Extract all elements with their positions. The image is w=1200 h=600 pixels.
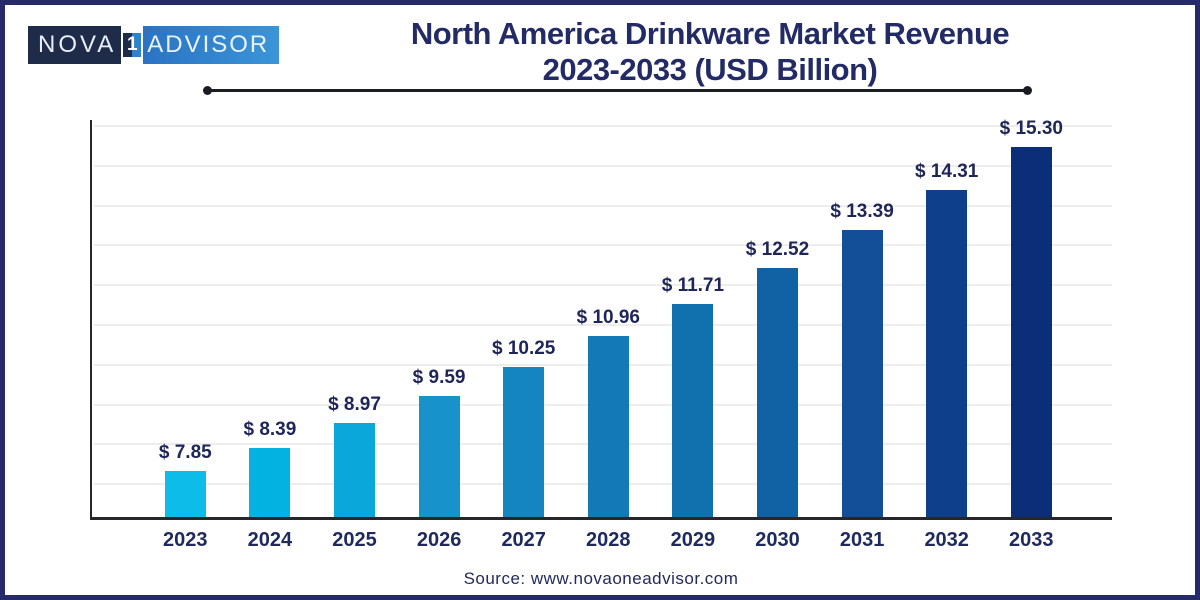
bar-value-label-2024: $ 8.39 [243, 418, 297, 440]
gridline [94, 324, 1112, 326]
x-tick-2023: 2023 [163, 529, 208, 551]
chart-title: North America Drinkware Market Revenue 2… [240, 16, 1180, 88]
bar-value-label-2028: $ 10.96 [576, 307, 640, 329]
x-tick-2026: 2026 [416, 529, 462, 551]
bar-2028 [587, 336, 629, 517]
bar-2029 [672, 303, 714, 517]
bar-2032 [926, 190, 968, 517]
bar-value-label-2032: $ 14.31 [914, 161, 979, 183]
logo-advisor-text: ADVISOR [143, 26, 280, 64]
x-tick-2031: 2031 [839, 529, 885, 551]
x-tick-2025: 2025 [332, 529, 377, 551]
bar-2025 [334, 422, 375, 517]
gridline [94, 244, 1112, 247]
chart-title-line2: 2023-2033 (USD Billion) [542, 52, 878, 87]
gridline [94, 204, 1112, 207]
gridline [94, 284, 1112, 287]
bar-2023 [164, 471, 206, 517]
title-underline-rule [203, 86, 1032, 95]
bar-value-label-2027: $ 10.25 [491, 338, 556, 359]
source-text: Source: www.novaoneadvisor.com [463, 569, 739, 588]
bar-value-label-2031: $ 13.39 [830, 201, 894, 223]
bar-value-label-2029: $ 11.71 [661, 274, 725, 296]
x-tick-2032: 2032 [924, 529, 969, 551]
bar-chart-plot-area: $ 7.85 2023 $ 8.39 2024 $ 8.97 2025 $ 9.59 2026… [90, 118, 1112, 551]
bar-value-label-2025: $ 8.97 [328, 393, 381, 415]
x-tick-2033: 2033 [1009, 529, 1054, 551]
bar-2031 [841, 230, 883, 517]
gridline [94, 125, 1112, 127]
chart-title-line1: North America Drinkware Market Revenue [410, 16, 1010, 51]
logo-one-badge: 1 [121, 31, 144, 59]
bar-2024 [249, 447, 291, 517]
x-tick-2028: 2028 [586, 529, 631, 551]
bar-2027 [503, 367, 545, 517]
bar-2033 [1010, 147, 1052, 517]
gridline [94, 164, 1112, 167]
x-tick-2029: 2029 [670, 529, 716, 551]
bar-value-label-2023: $ 7.85 [158, 442, 212, 464]
bar-2030 [757, 268, 798, 517]
logo-nova-text: NOVA [28, 26, 122, 64]
x-tick-2024: 2024 [247, 529, 293, 551]
x-tick-2027: 2027 [501, 529, 546, 551]
rule-left-dot [203, 86, 212, 95]
bar-value-label-2026: $ 9.59 [412, 366, 466, 388]
bar-2026 [418, 395, 460, 517]
bar-value-label-2033: $ 15.30 [999, 118, 1063, 140]
bar-value-label-2030: $ 12.52 [745, 239, 810, 261]
rule-right-dot [1023, 86, 1032, 95]
nova-one-advisor-logo: NOVA 1 ADVISOR [28, 26, 280, 64]
x-tick-2030: 2030 [755, 529, 800, 551]
